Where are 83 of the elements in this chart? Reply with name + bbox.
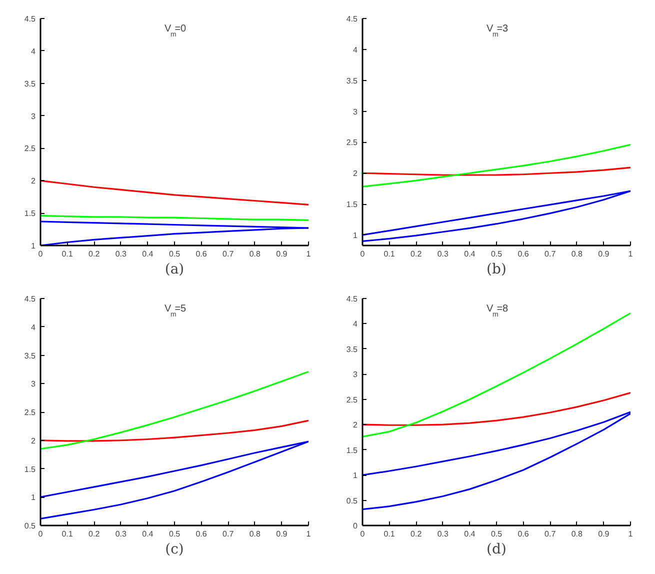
y-tick-label: 2.5 — [346, 138, 358, 148]
y-tick-label: 1.5 — [346, 200, 358, 210]
x-tick-label: 0.8 — [571, 250, 584, 258]
y-tick-label: 4 — [31, 46, 36, 56]
y-tick-label: 2 — [31, 436, 36, 446]
x-tick-label: 1 — [628, 530, 634, 538]
y-tick-label: 3 — [31, 380, 36, 389]
y-tick-label: 4 — [31, 322, 36, 332]
x-tick-label: 1 — [306, 250, 312, 258]
x-tick-label: 0.4 — [142, 250, 154, 258]
x-tick-label: 0.7 — [222, 250, 234, 258]
y-tick-label: 3.5 — [346, 76, 358, 86]
x-tick-label: 0.7 — [544, 530, 556, 538]
x-tick-label: 0.6 — [518, 250, 530, 258]
x-tick-label: 0.3 — [115, 530, 128, 538]
y-tick-label: 0.5 — [24, 522, 36, 530]
x-tick-label: 0.5 — [490, 250, 503, 258]
x-tick-label: 0.5 — [168, 530, 181, 538]
y-tick-label: 2.5 — [24, 408, 36, 417]
y-tick-label: 1.5 — [346, 446, 358, 455]
x-tick-label: 0.3 — [437, 250, 450, 258]
x-tick-label: 0.9 — [276, 530, 288, 538]
y-tick-label: 2 — [31, 176, 36, 186]
x-tick-label: 0 — [38, 530, 44, 538]
y-tick-label: 4.5 — [24, 294, 36, 304]
y-tick-label: 4.5 — [346, 294, 358, 304]
x-tick-label: 0.6 — [196, 250, 208, 258]
y-tick-label: 4.5 — [346, 14, 358, 24]
x-tick-label: 0.9 — [598, 530, 610, 538]
y-tick-label: 1 — [353, 230, 358, 240]
y-tick-label: 3.5 — [346, 344, 358, 354]
y-tick-label: 1.5 — [24, 464, 36, 474]
x-tick-label: 0.2 — [88, 250, 100, 258]
y-tick-label: 2 — [353, 420, 358, 430]
y-tick-label: 3 — [31, 112, 36, 121]
x-tick-label: 0.1 — [384, 530, 396, 538]
y-tick-label: 1 — [353, 471, 358, 480]
x-tick-label: 0.6 — [518, 530, 530, 538]
x-tick-label: 0.4 — [142, 530, 154, 538]
x-tick-label: 0.2 — [88, 530, 100, 538]
x-tick-label: 0.3 — [437, 530, 450, 538]
y-tick-label: 4.5 — [24, 14, 36, 24]
x-tick-label: 0.7 — [544, 250, 556, 258]
x-tick-label: 0.9 — [598, 250, 610, 258]
y-tick-label: 2.5 — [346, 395, 358, 404]
x-tick-label: 0.9 — [276, 250, 288, 258]
x-tick-label: 0.5 — [168, 250, 181, 258]
x-tick-label: 0.8 — [571, 530, 584, 538]
x-tick-label: 0.1 — [62, 250, 74, 258]
y-tick-label: 2 — [353, 169, 358, 178]
x-tick-label: 0 — [360, 530, 366, 538]
x-tick-label: 0.3 — [115, 250, 128, 258]
y-tick-label: 1 — [31, 242, 36, 250]
x-axis-title: (b) — [486, 262, 506, 278]
y-tick-label: 4 — [353, 45, 358, 54]
y-tick-label: 3.5 — [24, 351, 36, 360]
x-axis-title: (a) — [164, 262, 184, 278]
x-tick-label: 0.5 — [490, 530, 503, 538]
y-tick-label: 0.5 — [346, 496, 358, 506]
y-tick-label: 1 — [31, 493, 36, 502]
y-tick-label: 3 — [353, 370, 358, 380]
x-tick-label: 1 — [306, 530, 312, 538]
x-tick-label: 0 — [360, 250, 366, 258]
x-tick-label: 0.8 — [249, 250, 262, 258]
x-tick-label: 1 — [628, 250, 634, 258]
y-tick-label: 2.5 — [24, 144, 36, 154]
x-axis-title: (d) — [486, 542, 506, 558]
x-tick-label: 0.2 — [410, 250, 422, 258]
x-tick-label: 0.1 — [62, 530, 74, 538]
y-tick-label: 3.5 — [24, 79, 36, 88]
x-axis-title: (c) — [165, 542, 184, 558]
y-tick-label: 1.5 — [24, 209, 36, 218]
y-tick-label: 3 — [353, 107, 358, 116]
x-tick-label: 0.8 — [249, 530, 262, 538]
y-tick-label: 0 — [353, 522, 358, 530]
x-tick-label: 0.6 — [196, 530, 208, 538]
x-tick-label: 0 — [38, 250, 44, 258]
x-tick-label: 0.4 — [464, 530, 476, 538]
x-tick-label: 0.4 — [464, 250, 476, 258]
x-tick-label: 0.7 — [222, 530, 234, 538]
x-tick-label: 0.2 — [410, 530, 422, 538]
y-tick-label: 4 — [353, 320, 358, 329]
x-tick-label: 0.1 — [384, 250, 396, 258]
